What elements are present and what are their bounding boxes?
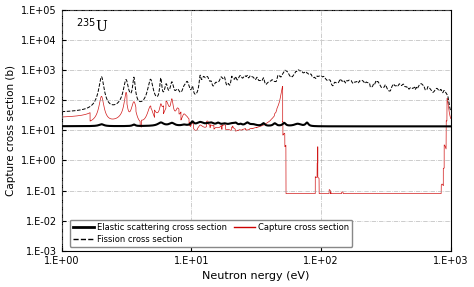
X-axis label: Neutron nergy (eV): Neutron nergy (eV) <box>202 272 310 282</box>
Text: $^{235}$U: $^{235}$U <box>76 16 109 35</box>
Y-axis label: Capture cross section (b): Capture cross section (b) <box>6 65 16 196</box>
Legend: Elastic scattering cross section, Fission cross section, Capture cross section: Elastic scattering cross section, Fissio… <box>70 220 353 247</box>
